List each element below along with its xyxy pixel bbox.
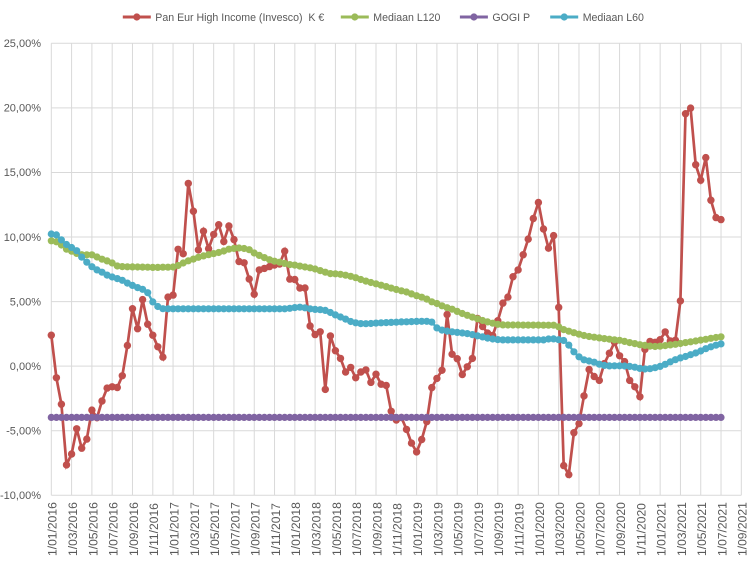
svg-text:1/05/2016: 1/05/2016: [86, 502, 100, 556]
svg-text:1/11/2016: 1/11/2016: [147, 503, 161, 556]
svg-text:1/03/2020: 1/03/2020: [553, 502, 567, 556]
svg-text:1/01/2018: 1/01/2018: [289, 502, 303, 556]
svg-text:1/09/2018: 1/09/2018: [370, 502, 384, 556]
svg-text:1/07/2016: 1/07/2016: [107, 502, 121, 556]
svg-text:1/11/2017: 1/11/2017: [269, 503, 283, 556]
svg-text:1/09/2019: 1/09/2019: [492, 502, 506, 556]
svg-text:0,00%: 0,00%: [10, 361, 41, 373]
svg-text:1/07/2018: 1/07/2018: [350, 502, 364, 556]
svg-text:Pan Eur High Income (Invesco): Pan Eur High Income (Invesco) K €: [155, 12, 324, 24]
svg-text:Mediaan L120: Mediaan L120: [373, 12, 440, 24]
svg-text:1/01/2019: 1/01/2019: [411, 502, 425, 556]
svg-text:-10,00%: -10,00%: [0, 490, 41, 502]
svg-text:1/01/2016: 1/01/2016: [46, 502, 60, 556]
svg-text:1/05/2019: 1/05/2019: [452, 502, 466, 556]
svg-text:1/01/2020: 1/01/2020: [533, 502, 547, 556]
svg-text:Mediaan L60: Mediaan L60: [583, 12, 644, 24]
svg-text:1/03/2021: 1/03/2021: [675, 502, 689, 556]
svg-text:-5,00%: -5,00%: [6, 426, 41, 438]
svg-text:1/07/2021: 1/07/2021: [715, 502, 729, 556]
svg-text:1/11/2018: 1/11/2018: [391, 503, 405, 556]
svg-text:1/05/2020: 1/05/2020: [573, 502, 587, 556]
svg-text:1/11/2019: 1/11/2019: [513, 503, 527, 556]
svg-text:1/11/2020: 1/11/2020: [634, 503, 648, 556]
svg-text:1/01/2017: 1/01/2017: [168, 502, 182, 556]
svg-text:1/05/2018: 1/05/2018: [330, 502, 344, 556]
svg-text:1/01/2021: 1/01/2021: [655, 502, 669, 556]
svg-text:15,00%: 15,00%: [4, 167, 42, 179]
svg-text:1/03/2019: 1/03/2019: [431, 502, 445, 556]
svg-text:1/09/2020: 1/09/2020: [614, 502, 628, 556]
svg-text:25,00%: 25,00%: [4, 38, 42, 50]
svg-text:1/07/2019: 1/07/2019: [472, 502, 486, 556]
svg-text:20,00%: 20,00%: [4, 103, 42, 115]
svg-text:GOGI P: GOGI P: [492, 12, 530, 24]
svg-text:1/09/2016: 1/09/2016: [127, 502, 141, 556]
svg-text:1/03/2017: 1/03/2017: [188, 502, 202, 556]
svg-text:1/09/2017: 1/09/2017: [249, 502, 263, 556]
svg-text:5,00%: 5,00%: [10, 296, 41, 308]
svg-text:1/09/2021: 1/09/2021: [736, 502, 750, 556]
svg-text:10,00%: 10,00%: [4, 232, 42, 244]
svg-text:1/03/2016: 1/03/2016: [66, 502, 80, 556]
svg-text:1/07/2017: 1/07/2017: [228, 502, 242, 556]
svg-text:1/05/2017: 1/05/2017: [208, 502, 222, 556]
svg-text:1/07/2020: 1/07/2020: [594, 502, 608, 556]
svg-text:1/03/2018: 1/03/2018: [310, 502, 324, 556]
svg-text:1/05/2021: 1/05/2021: [695, 502, 709, 556]
